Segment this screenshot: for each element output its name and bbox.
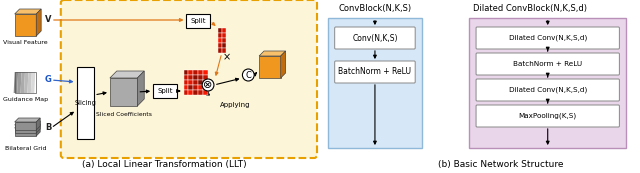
- FancyBboxPatch shape: [203, 85, 208, 90]
- Text: ×: ×: [223, 52, 231, 62]
- Polygon shape: [15, 122, 36, 130]
- Text: ⊗: ⊗: [204, 80, 212, 90]
- Polygon shape: [110, 71, 144, 78]
- FancyBboxPatch shape: [193, 85, 198, 90]
- FancyBboxPatch shape: [186, 14, 210, 28]
- FancyBboxPatch shape: [193, 80, 198, 85]
- Polygon shape: [15, 118, 40, 122]
- Polygon shape: [36, 9, 41, 36]
- Polygon shape: [15, 128, 36, 136]
- Text: (a) Local Linear Transformation (LLT): (a) Local Linear Transformation (LLT): [81, 161, 246, 170]
- Polygon shape: [15, 121, 40, 125]
- Polygon shape: [138, 71, 144, 106]
- Text: Sliced Coefficients: Sliced Coefficients: [96, 112, 152, 117]
- FancyBboxPatch shape: [61, 0, 317, 158]
- FancyBboxPatch shape: [203, 90, 208, 95]
- Text: Visual Feature: Visual Feature: [3, 39, 48, 44]
- Text: Bilateral Grid: Bilateral Grid: [4, 145, 46, 151]
- Text: BatchNorm + ReLU: BatchNorm + ReLU: [339, 67, 412, 76]
- FancyBboxPatch shape: [193, 75, 198, 80]
- Text: V: V: [45, 16, 51, 25]
- Circle shape: [202, 79, 214, 91]
- Polygon shape: [17, 72, 22, 93]
- Polygon shape: [36, 121, 40, 133]
- FancyBboxPatch shape: [218, 28, 222, 33]
- FancyBboxPatch shape: [193, 70, 198, 75]
- Text: Guidance Map: Guidance Map: [3, 97, 48, 102]
- Polygon shape: [20, 72, 25, 93]
- FancyBboxPatch shape: [188, 85, 193, 90]
- FancyBboxPatch shape: [188, 80, 193, 85]
- Text: C: C: [245, 71, 252, 80]
- FancyBboxPatch shape: [188, 90, 193, 95]
- Text: Slicing: Slicing: [74, 100, 96, 106]
- Text: MaxPooling(K,S): MaxPooling(K,S): [518, 113, 577, 119]
- Text: Conv(N,K,S): Conv(N,K,S): [352, 34, 397, 43]
- Polygon shape: [13, 72, 18, 93]
- FancyBboxPatch shape: [203, 75, 208, 80]
- FancyBboxPatch shape: [184, 90, 188, 95]
- Circle shape: [243, 69, 254, 81]
- FancyBboxPatch shape: [198, 70, 203, 75]
- FancyBboxPatch shape: [188, 75, 193, 80]
- FancyBboxPatch shape: [218, 38, 222, 43]
- Polygon shape: [36, 118, 40, 130]
- Polygon shape: [259, 56, 281, 78]
- Text: Applying: Applying: [220, 102, 251, 108]
- FancyBboxPatch shape: [193, 90, 198, 95]
- Text: (b) Basic Network Structure: (b) Basic Network Structure: [438, 161, 563, 170]
- FancyBboxPatch shape: [222, 43, 226, 48]
- Polygon shape: [15, 14, 36, 36]
- FancyBboxPatch shape: [198, 85, 203, 90]
- FancyBboxPatch shape: [203, 80, 208, 85]
- FancyBboxPatch shape: [153, 84, 177, 98]
- FancyBboxPatch shape: [222, 48, 226, 53]
- FancyBboxPatch shape: [218, 43, 222, 48]
- Polygon shape: [15, 124, 40, 128]
- Text: Dilated Conv(N,K,S,d): Dilated Conv(N,K,S,d): [509, 35, 587, 41]
- FancyBboxPatch shape: [222, 33, 226, 38]
- FancyBboxPatch shape: [218, 33, 222, 38]
- FancyBboxPatch shape: [328, 18, 422, 148]
- Text: Dilated ConvBlock(N,K,S,d): Dilated ConvBlock(N,K,S,d): [473, 4, 587, 13]
- FancyBboxPatch shape: [222, 38, 226, 43]
- Polygon shape: [110, 78, 138, 106]
- Polygon shape: [15, 125, 36, 133]
- FancyBboxPatch shape: [476, 53, 620, 75]
- Text: Split: Split: [157, 88, 173, 94]
- FancyBboxPatch shape: [203, 70, 208, 75]
- Polygon shape: [281, 51, 285, 78]
- Polygon shape: [15, 9, 41, 14]
- FancyBboxPatch shape: [222, 28, 226, 33]
- FancyBboxPatch shape: [335, 27, 415, 49]
- FancyBboxPatch shape: [218, 48, 222, 53]
- Polygon shape: [31, 72, 35, 93]
- FancyBboxPatch shape: [184, 75, 188, 80]
- FancyBboxPatch shape: [198, 90, 203, 95]
- FancyBboxPatch shape: [188, 70, 193, 75]
- Polygon shape: [259, 51, 285, 56]
- Text: G: G: [45, 75, 51, 84]
- FancyBboxPatch shape: [77, 67, 94, 139]
- FancyBboxPatch shape: [184, 80, 188, 85]
- FancyBboxPatch shape: [335, 61, 415, 83]
- Text: B: B: [45, 124, 51, 133]
- FancyBboxPatch shape: [476, 79, 620, 101]
- Text: ConvBlock(N,K,S): ConvBlock(N,K,S): [339, 4, 412, 13]
- FancyBboxPatch shape: [469, 18, 627, 148]
- FancyBboxPatch shape: [184, 70, 188, 75]
- Text: Split: Split: [191, 18, 206, 24]
- FancyBboxPatch shape: [476, 105, 620, 127]
- Polygon shape: [24, 72, 28, 93]
- Text: Dilated Conv(N,K,S,d): Dilated Conv(N,K,S,d): [509, 87, 587, 93]
- FancyBboxPatch shape: [198, 80, 203, 85]
- Polygon shape: [28, 72, 32, 93]
- FancyBboxPatch shape: [198, 75, 203, 80]
- FancyBboxPatch shape: [476, 27, 620, 49]
- Text: BatchNorm + ReLU: BatchNorm + ReLU: [513, 61, 582, 67]
- Polygon shape: [36, 124, 40, 136]
- FancyBboxPatch shape: [184, 85, 188, 90]
